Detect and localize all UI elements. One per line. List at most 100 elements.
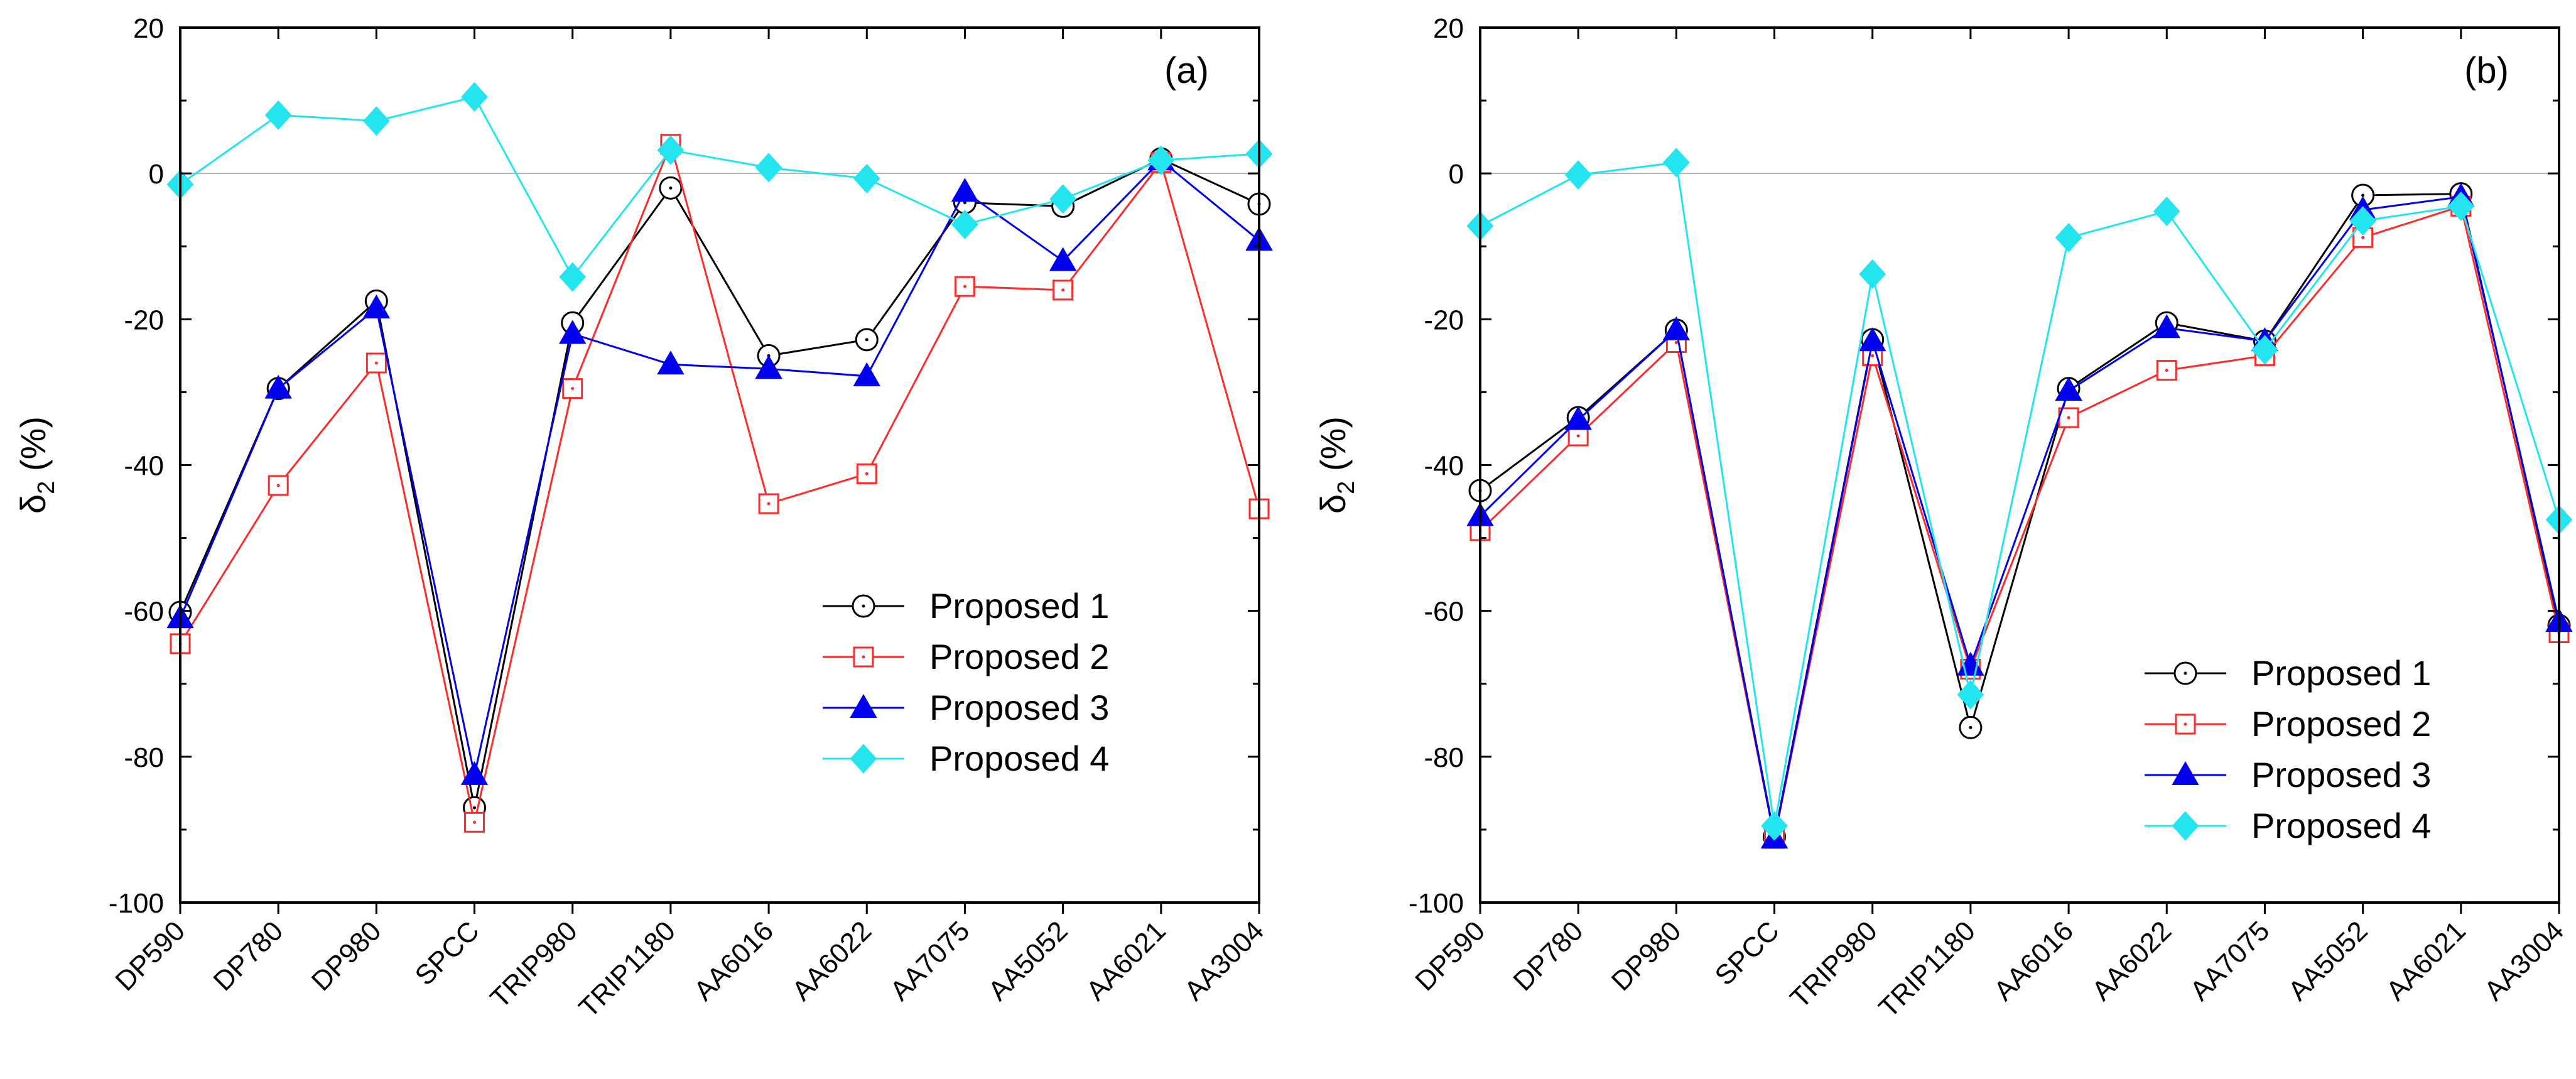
chart-b-ylabel: δ2 (%) (1313, 416, 1360, 514)
chart-b-ytick-label: -80 (1424, 742, 1464, 773)
chart-a-series-3-point-aa6022 (853, 362, 880, 386)
chart-b-xtick-label-trip980: TRIP980 (1784, 915, 1883, 1014)
chart-a-panel-label: (a) (1164, 50, 1209, 91)
chart-a-series-4-point-dp780 (264, 100, 292, 130)
chart-a-series-4-point-aa7075 (951, 209, 978, 239)
chart-b-ytick-label: 0 (1449, 159, 1464, 190)
chart-a-series-1-line (179, 158, 1260, 808)
chart-b-xtick-label-aa6016: AA6016 (1988, 915, 2079, 1006)
chart-a-legend-label-1: Proposed 1 (929, 586, 1109, 626)
chart-b-series-2-point-aa6022 (2156, 360, 2177, 381)
chart-b-legend-label-2: Proposed 2 (2251, 704, 2431, 744)
chart-a-series-4-point-aa6022 (853, 163, 880, 193)
chart-b-series-2-point-aa6022-dot (2165, 369, 2168, 372)
chart-a-legend-marker-1-dot (862, 604, 865, 608)
chart-b-series-3-point-dp780 (1564, 406, 1592, 430)
chart-a-series-1-point-trip1180-dot (669, 186, 673, 190)
chart-b-series-2-point-dp980-dot (1674, 340, 1678, 344)
chart-a-series-3-point-trip980 (559, 320, 587, 344)
chart-a-series-1-point-aa6022-dot (865, 338, 869, 342)
chart-a-xtick-label-dp780: DP780 (207, 915, 289, 997)
chart-a-legend-label-4: Proposed 4 (929, 739, 1109, 778)
chart-b-series-4-point-aa6016 (2055, 222, 2082, 252)
chart-b-xtick-label-dp980: DP980 (1606, 915, 1687, 997)
chart-a-xtick-label-spcc: SPCC (409, 915, 485, 991)
chart-a-series-2-point-trip980-dot (571, 387, 575, 391)
chart-a-ylabel: δ2 (%) (13, 416, 60, 514)
chart-b-series-4-point-aa6021 (2447, 191, 2475, 221)
chart-b-series-3-line (1479, 195, 2560, 839)
chart-b-series-1-point-aa5052-dot (2361, 193, 2365, 197)
chart-a-legend-marker-4 (850, 744, 877, 774)
chart-b-series-4-point-dp780 (1564, 160, 1592, 190)
chart-b-series-2-line (1479, 205, 2560, 839)
chart-a-series-4-line (180, 95, 1260, 279)
chart-b-series-3-point-trip980 (1859, 327, 1886, 352)
chart-b-legend-marker-2-dot (2184, 722, 2187, 726)
chart-a-series-2-point-aa5052-dot (1061, 288, 1065, 292)
chart-b-series-3-point-aa6022 (2153, 314, 2180, 339)
chart-a-legend-marker-2-dot (862, 655, 865, 659)
chart-b-xtick-label-aa3004: AA3004 (2479, 915, 2570, 1006)
chart-b-xtick-label-dp590: DP590 (1409, 915, 1491, 997)
chart-b-xtick-label-aa6022: AA6022 (2086, 915, 2177, 1006)
chart-a-series-4-point-trip980 (559, 262, 587, 292)
chart-b-xtick-label-dp780: DP780 (1507, 915, 1589, 997)
chart-a-legend-label-2: Proposed 2 (929, 637, 1109, 676)
chart-b-series-4-point-dp980 (1663, 148, 1690, 178)
chart-b-series-1 (1468, 182, 2571, 849)
chart-a-series-3-point-aa7075 (951, 178, 979, 202)
chart-b-series-3-point-dp980 (1662, 316, 1691, 340)
chart-b-series-4-point-aa5052 (2349, 206, 2376, 236)
chart-b-series-2-point-aa6016-dot (2067, 416, 2070, 420)
chart-a-series-4-point-aa6016 (755, 153, 782, 183)
chart-b-series-4-point-trip1180 (1957, 680, 1984, 710)
chart-a-series-3-point-aa6016 (755, 355, 782, 379)
chart-b-legend-label-4: Proposed 4 (2251, 806, 2431, 845)
chart-a-series-1-point-aa7075-dot (963, 201, 966, 205)
chart-a-series-3-point-spcc (460, 761, 489, 785)
chart-a-series-2-point-aa6016 (758, 493, 779, 514)
chart-a-xtick-label-aa5052: AA5052 (982, 915, 1073, 1006)
chart-b-ytick-label: -20 (1424, 305, 1464, 335)
chart-b-ytick-label: -100 (1409, 888, 1464, 919)
chart-b-series-4-point-aa6022 (2153, 197, 2180, 227)
chart-a-series-3 (166, 146, 1273, 785)
chart-a-series-2-point-aa6022 (856, 463, 877, 484)
chart-a-series-2-line (179, 141, 1260, 823)
chart-b-series-1-point-trip1180-dot (1969, 725, 1973, 729)
chart-a-legend-marker-2 (853, 646, 874, 668)
chart-b-series-4-point-spcc (1761, 811, 1788, 841)
chart-a-series-3-point-dp780 (264, 374, 292, 399)
chart-a-series-4-point-spcc (461, 82, 488, 112)
chart-a-series-2-point-dp980-dot (374, 361, 378, 365)
chart-b-series-2 (1469, 195, 2570, 849)
chart-b-legend-marker-4 (2172, 811, 2199, 841)
chart-a-ytick-label: -20 (124, 305, 164, 335)
chart-b-xtick-label-aa7075: AA7075 (2184, 915, 2275, 1006)
chart-b-legend-marker-3 (2172, 761, 2199, 785)
chart-b-legend-label-1: Proposed 1 (2251, 653, 2431, 693)
chart-b-series-4 (1466, 148, 2573, 841)
chart-a-xtick-label-trip980: TRIP980 (484, 915, 583, 1014)
chart-a-ytick-label: 0 (149, 159, 164, 190)
chart-b-xtick-label-aa5052: AA5052 (2282, 915, 2373, 1006)
chart-b-ytick-label: -40 (1424, 451, 1464, 482)
chart-b-legend-marker-1-dot (2184, 671, 2187, 675)
chart-a-series-3-point-trip1180 (657, 350, 685, 375)
chart-a-series-2-point-aa6016-dot (767, 502, 771, 506)
chart-a-ytick-label: -40 (124, 451, 164, 482)
chart-a-xtick-label-aa6022: AA6022 (786, 915, 877, 1006)
chart-b-series-4-point-aa7075 (2251, 335, 2278, 365)
chart-a-series-2-point-aa7075-dot (963, 285, 966, 288)
chart-b-ytick-label: 20 (1433, 13, 1464, 44)
chart-a-series-1-point-spcc-dot (473, 806, 477, 810)
chart-b-series-4-line (1480, 161, 2560, 827)
chart-b-series-3 (1466, 183, 2573, 849)
chart-b-series-4-point-trip980 (1859, 259, 1886, 289)
chart-a-series-4-point-aa5052 (1049, 184, 1076, 214)
chart-b-xtick-label-trip1180: TRIP1180 (1873, 915, 1981, 1023)
